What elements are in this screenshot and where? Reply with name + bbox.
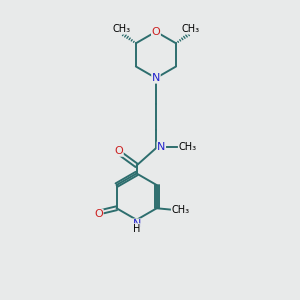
Text: O: O bbox=[152, 27, 160, 37]
Text: O: O bbox=[94, 209, 103, 219]
Text: N: N bbox=[132, 219, 141, 229]
Text: N: N bbox=[157, 142, 166, 152]
Text: H: H bbox=[133, 224, 140, 234]
Text: N: N bbox=[152, 73, 160, 83]
Text: O: O bbox=[114, 146, 123, 156]
Text: CH₃: CH₃ bbox=[181, 24, 200, 34]
Text: CH₃: CH₃ bbox=[171, 205, 190, 215]
Text: CH₃: CH₃ bbox=[178, 142, 196, 152]
Text: CH₃: CH₃ bbox=[112, 24, 131, 34]
